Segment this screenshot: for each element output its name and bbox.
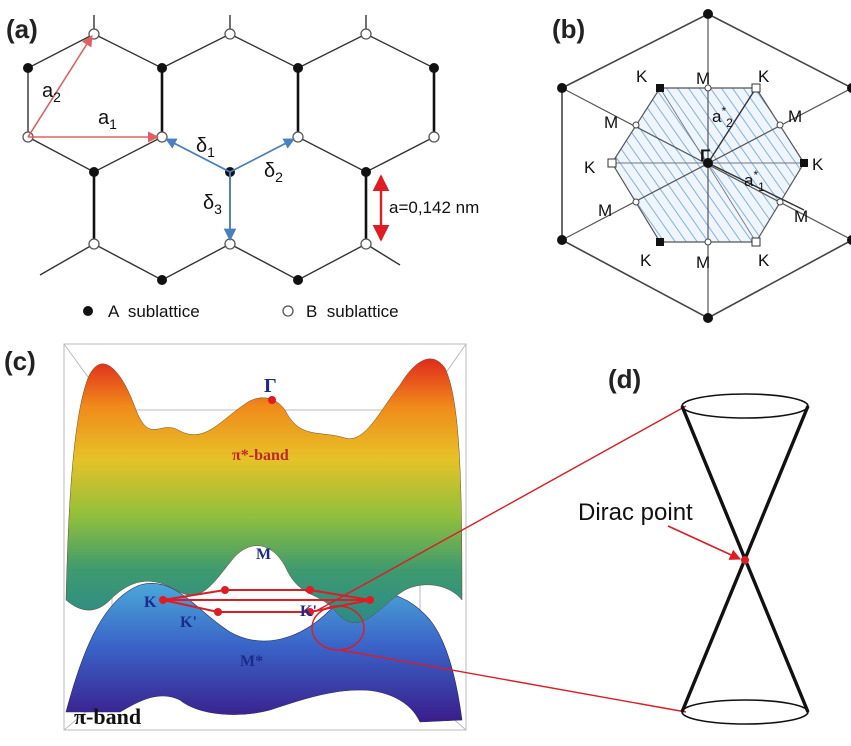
bond-length-label: a=0,142 nm	[389, 198, 479, 217]
recip-a2-label: a*2	[712, 104, 733, 130]
gamma-point-label: Γ	[700, 146, 710, 165]
m-star-label-c: M*	[240, 653, 263, 670]
panel-d-label: (d)	[608, 364, 641, 394]
m-label-top: M	[696, 69, 710, 88]
m-markers	[632, 84, 784, 246]
panel-a: (a)	[6, 14, 479, 321]
delta3-label: δ3	[203, 192, 222, 217]
panel-b: (b)	[552, 9, 851, 323]
a2-label: a2	[42, 80, 61, 105]
a1-label: a1	[98, 107, 117, 132]
k-prime-label-c-right: K'	[300, 603, 317, 620]
gamma-label-c: Γ	[264, 375, 277, 397]
dirac-point-arrow	[667, 525, 742, 560]
sublattice-legend: A sublattice B sublattice	[83, 302, 399, 321]
k-label-c: K	[144, 594, 157, 611]
panel-d: (d) Dirac point	[578, 364, 810, 725]
k-prime-label-c-left: K'	[180, 614, 197, 631]
b-sublattice-atoms	[22, 28, 440, 250]
m-label-lower-right: M	[794, 207, 808, 226]
legend-b-marker	[282, 305, 294, 317]
m-label-lower-left: M	[598, 201, 612, 220]
delta2-label: δ2	[264, 160, 283, 185]
pi-band-label: π-band	[74, 704, 141, 729]
recip-a1-vector	[707, 162, 805, 211]
legend-a-text: A sublattice	[108, 302, 200, 321]
delta1-vector	[165, 138, 231, 173]
k-label-bottom-left: K	[640, 251, 652, 270]
dirac-point-dot	[741, 556, 749, 564]
pi-band-surface	[65, 583, 463, 723]
panel-b-label: (b)	[552, 14, 585, 44]
bold-bonds	[92, 68, 436, 244]
k-markers	[607, 83, 808, 247]
m-label-upper-left: M	[604, 113, 618, 132]
k-label-right: K	[812, 155, 824, 174]
recip-a2-vector	[707, 87, 757, 164]
pi-star-band-surface	[65, 358, 463, 623]
kp-label-left: K	[584, 158, 596, 177]
a-sublattice-atoms	[23, 63, 439, 285]
panel-a-label: (a)	[6, 14, 38, 44]
m-label-bottom: M	[696, 253, 710, 272]
delta1-label: δ1	[196, 135, 215, 160]
outer-vertices	[557, 9, 851, 323]
legend-b-text: B sublattice	[306, 302, 399, 321]
m-label-c: M	[256, 546, 271, 563]
legend-a-marker	[83, 306, 93, 316]
recip-a1-label: a*1	[744, 168, 765, 194]
a2-vector	[27, 35, 93, 138]
delta2-vector	[229, 138, 295, 173]
k-point-dots	[159, 396, 374, 616]
dirac-point-label: Dirac point	[578, 499, 693, 526]
m-label-upper-right: M	[788, 107, 802, 126]
kp-label-bottom-right: K	[758, 251, 770, 270]
panel-c-label: (c)	[4, 346, 36, 376]
panel-c: (c) Γ π*-b	[4, 343, 467, 731]
pi-star-band-label: π*-band	[232, 447, 289, 464]
k-label-top-left: K	[636, 67, 648, 86]
kp-label-top-right: K	[758, 67, 770, 86]
zoom-connectors	[317, 405, 687, 713]
